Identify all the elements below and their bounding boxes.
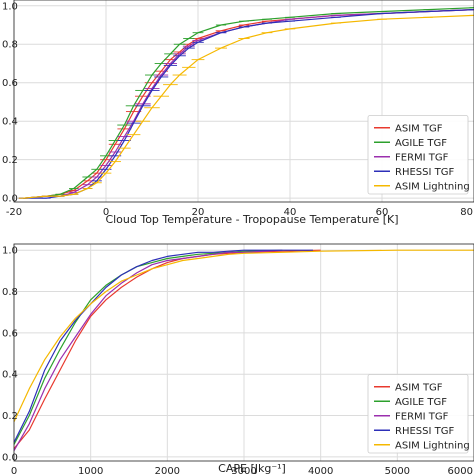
x-axis-label: Cloud Top Temperature - Tropopause Tempe… — [105, 213, 398, 226]
y-tick-label: 0.0 — [2, 194, 18, 205]
series-line-asim-tgf — [13, 249, 321, 449]
series-line-fermi-tgf — [13, 249, 283, 451]
y-tick-label: 0.4 — [2, 370, 18, 381]
x-tick-label: 6000 — [448, 466, 473, 474]
y-tick-label: 1.0 — [2, 246, 18, 257]
y-tick-label: 0.2 — [2, 411, 18, 422]
plot-frame — [13, 243, 474, 462]
legend-entry: AGILE TGF — [395, 138, 447, 149]
series-line-rhessi-tgf — [13, 249, 313, 443]
legend-entry: FERMI TGF — [395, 411, 449, 422]
x-tick-label: 60 — [376, 207, 389, 218]
legend-box — [367, 115, 469, 195]
x-tick-label: 3000 — [231, 466, 256, 474]
legend-entry: FERMI TGF — [395, 152, 449, 163]
cloud-top-temperature-cdf-chart: 0.0 0.2 0.4 0.6 0.8 1.0 -20 0 20 40 60 80 Cloud Top … — [2, 0, 474, 226]
y-tick-label: 0.8 — [2, 40, 18, 51]
x-tick-label: 1000 — [78, 466, 103, 474]
x-tick-label: 40 — [284, 207, 297, 218]
legend-entry: RHESSI TGF — [395, 167, 454, 178]
x-tick-label: 5000 — [385, 466, 410, 474]
legend: ASIM TGF AGILE TGF FERMI TGF RHESSI TGF ASIM… — [367, 115, 470, 195]
legend-entry: AGILE TGF — [395, 397, 447, 408]
plot-frame — [13, 0, 474, 203]
legend-entry: ASIM Lightning — [395, 440, 470, 451]
x-tick-label: 0 — [103, 207, 109, 218]
y-tick-label: 0.8 — [2, 287, 18, 298]
legend: ASIM TGF AGILE TGF FERMI TGF RHESSI TGF ASIM… — [367, 374, 470, 454]
x-tick-label: 4000 — [308, 466, 333, 474]
x-tick-label: 0 — [11, 466, 17, 474]
y-tick-label: 0.2 — [2, 155, 18, 166]
y-tick-label: 0.6 — [2, 78, 18, 89]
x-tick-label: 20 — [192, 207, 205, 218]
y-tick-label: 0.4 — [2, 117, 18, 128]
series-line-asim-lightning — [13, 249, 474, 422]
y-tick-label: 0.6 — [2, 328, 18, 339]
x-tick-label: 2000 — [155, 466, 180, 474]
x-axis-label: CAPE [Jkg⁻¹] — [218, 462, 286, 474]
legend-entry: ASIM TGF — [395, 123, 443, 134]
legend-entry: RHESSI TGF — [395, 426, 454, 437]
x-tick-label: -20 — [6, 207, 22, 218]
y-tick-label: 0.0 — [2, 452, 18, 463]
legend-box — [367, 374, 469, 454]
legend-entry: ASIM Lightning — [395, 181, 470, 192]
legend-entry: ASIM TGF — [395, 382, 443, 393]
x-tick-label: 80 — [460, 207, 473, 218]
y-tick-label: 1.0 — [2, 1, 18, 12]
cape-cdf-chart: 0.0 0.2 0.4 0.6 0.8 1.0 0 1000 2000 3000 4000 5000 6… — [2, 243, 474, 474]
